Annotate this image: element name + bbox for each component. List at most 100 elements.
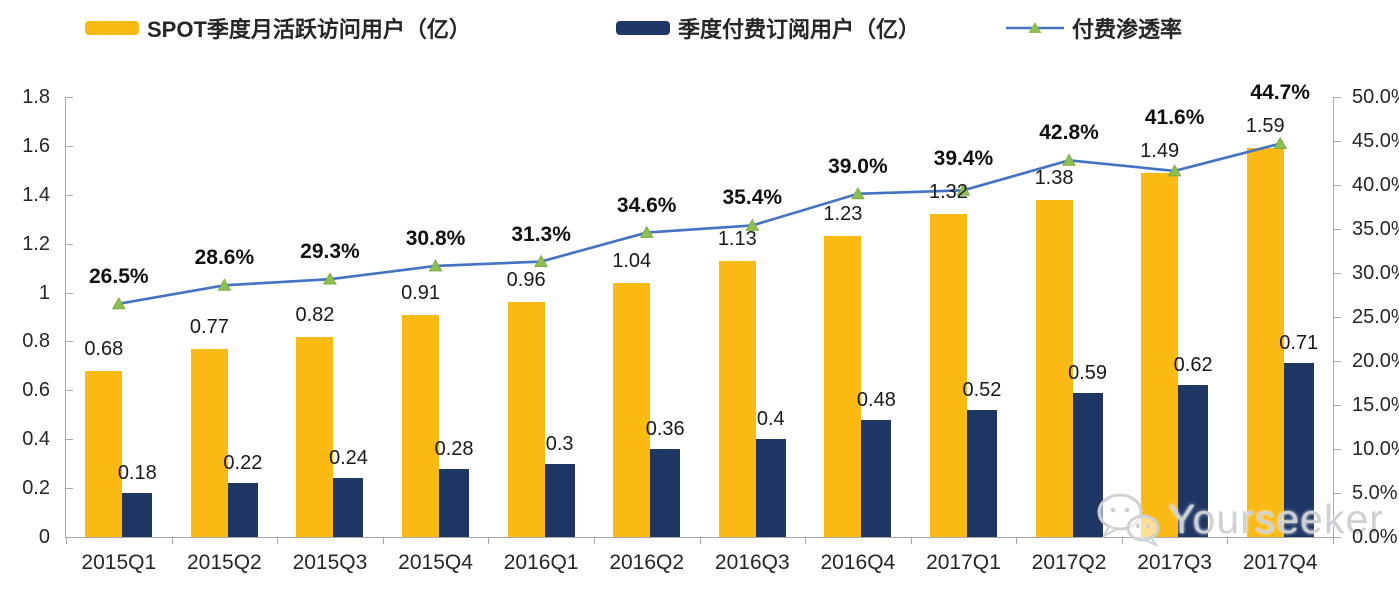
triangle-marker-icon [1273, 136, 1288, 150]
bottom-axis-tick [66, 537, 67, 544]
mau-bar [1246, 148, 1284, 537]
x-axis-category-label: 2017Q4 [1242, 551, 1318, 574]
subscribers-bar-value-label: 0.28 [434, 437, 474, 460]
bottom-axis-tick [171, 537, 173, 544]
mau-bar [507, 302, 545, 537]
bottom-axis-tick [593, 537, 595, 544]
right-axis-tick-label: 45.0% [1352, 130, 1399, 152]
right-axis-tick-label: 25.0% [1352, 306, 1399, 328]
mau-bar [613, 282, 651, 537]
mau-bar-value-label: 0.77 [189, 315, 229, 338]
left-axis-tick [66, 145, 73, 147]
penetration-value-label: 31.3% [511, 222, 571, 246]
subscribers-bar-value-label: 0.22 [223, 452, 263, 475]
penetration-value-label: 39.0% [828, 154, 888, 178]
left-axis-tick-label: 0 [38, 526, 50, 548]
subscribers-bar-value-label: 0.24 [328, 447, 368, 470]
mau-bar-value-label: 1.23 [823, 203, 863, 226]
mau-bar [402, 314, 440, 537]
x-axis-category-label: 2016Q1 [503, 551, 579, 574]
bottom-axis-tick [382, 537, 384, 544]
penetration-value-label: 39.4% [933, 147, 994, 171]
x-axis-category-label: 2015Q4 [398, 551, 473, 574]
subscribers-bar-value-label: 0.18 [117, 462, 157, 484]
line-marker-swatch-icon [1006, 22, 1064, 33]
mau-bar-value-label: 0.96 [506, 269, 546, 292]
left-axis-tick [66, 537, 73, 538]
left-axis-tick [66, 292, 73, 294]
left-axis-tick-label: 0.8 [22, 330, 50, 353]
right-axis-tick [1334, 273, 1341, 274]
triangle-marker-icon [1167, 164, 1182, 177]
subscribers-bar [1283, 363, 1314, 537]
left-axis-line [65, 97, 66, 538]
subscribers-bar [227, 483, 258, 537]
triangle-marker-icon [217, 278, 232, 291]
subscribers-bar [755, 439, 786, 537]
mau-bar-value-label: 0.68 [84, 337, 124, 360]
subscribers-bar [544, 463, 575, 537]
left-axis-tick-label: 0.6 [22, 379, 50, 402]
right-axis-tick [1334, 185, 1341, 186]
legend-label-penetration: 付费渗透率 [1072, 17, 1183, 42]
x-axis-category-label: 2017Q3 [1137, 551, 1212, 574]
right-axis-tick-label: 30.0% [1352, 262, 1399, 284]
mau-bar-value-label: 1.13 [717, 227, 757, 250]
right-axis-tick [1334, 537, 1341, 538]
bottom-axis-tick [699, 537, 701, 544]
mau-bar-value-label: 1.59 [1245, 115, 1285, 138]
bottom-axis-tick [277, 537, 279, 544]
penetration-value-label: 41.6% [1144, 105, 1205, 129]
penetration-value-label: 30.8% [405, 226, 466, 250]
subscribers-bar-swatch [616, 21, 670, 35]
legend-label-mau: SPOT季度月活跃访问用户（亿） [147, 17, 471, 42]
mau-bar [1035, 199, 1073, 537]
bottom-axis-tick [488, 537, 490, 544]
triangle-marker-icon [639, 225, 654, 238]
mau-bar-value-label: 0.82 [295, 303, 335, 326]
x-axis-category-label: 2016Q2 [609, 551, 685, 574]
bottom-axis-tick [1016, 537, 1018, 544]
mau-bar-value-label: 1.49 [1140, 139, 1180, 162]
triangle-marker-icon [850, 186, 865, 200]
bottom-axis-tick [805, 537, 807, 544]
triangle-marker-icon [956, 183, 971, 196]
right-axis-tick [1334, 405, 1341, 406]
triangle-marker-icon [745, 218, 760, 231]
penetration-value-label: 26.5% [89, 264, 149, 288]
subscribers-bar-value-label: 0.36 [645, 418, 685, 440]
subscribers-bar-value-label: 0.52 [962, 378, 1002, 401]
right-axis-tick-label: 0.0% [1352, 526, 1398, 548]
left-axis-tick-label: 1.8 [22, 86, 50, 108]
right-axis-tick [1334, 493, 1341, 494]
subscribers-bar-value-label: 0.62 [1173, 354, 1213, 377]
right-axis-tick [1334, 97, 1341, 98]
x-axis-category-label: 2015Q1 [81, 551, 157, 574]
right-axis-tick [1334, 317, 1341, 318]
x-axis-category-label: 2017Q1 [926, 551, 1001, 574]
right-axis-tick-label: 50.0% [1352, 86, 1399, 108]
left-axis-tick [66, 97, 73, 98]
penetration-value-label: 34.6% [616, 193, 677, 217]
mau-bar [296, 336, 334, 537]
subscribers-bar [650, 449, 681, 537]
bottom-axis-tick [1227, 537, 1229, 544]
plot-area: 0.68 0.18 26.5% 0.77 0.22 28.6% 0.82 0.24 29.3% 0… [66, 81, 1333, 537]
mau-bar-swatch [85, 21, 139, 35]
mau-bar [824, 236, 862, 537]
right-axis-tick-label: 20.0% [1352, 350, 1399, 372]
left-axis-tick-label: 0.2 [22, 477, 50, 500]
triangle-marker-icon [323, 272, 337, 285]
right-axis-tick-label: 5.0% [1352, 482, 1398, 504]
mau-bar-value-label: 1.04 [612, 249, 652, 272]
triangle-marker-icon [534, 254, 549, 267]
right-axis-tick-label: 35.0% [1352, 218, 1399, 240]
triangle-marker-icon [428, 259, 443, 272]
left-axis-tick-label: 1.2 [22, 232, 50, 255]
penetration-value-label: 44.7% [1250, 81, 1310, 105]
legend-item-subscribers: 季度付费订阅用户（亿） [616, 12, 920, 44]
subscribers-bar-value-label: 0.48 [856, 388, 896, 411]
left-axis-tick [66, 439, 73, 441]
right-axis-tick [1334, 449, 1341, 450]
subscribers-bar-value-label: 0.59 [1068, 361, 1107, 384]
